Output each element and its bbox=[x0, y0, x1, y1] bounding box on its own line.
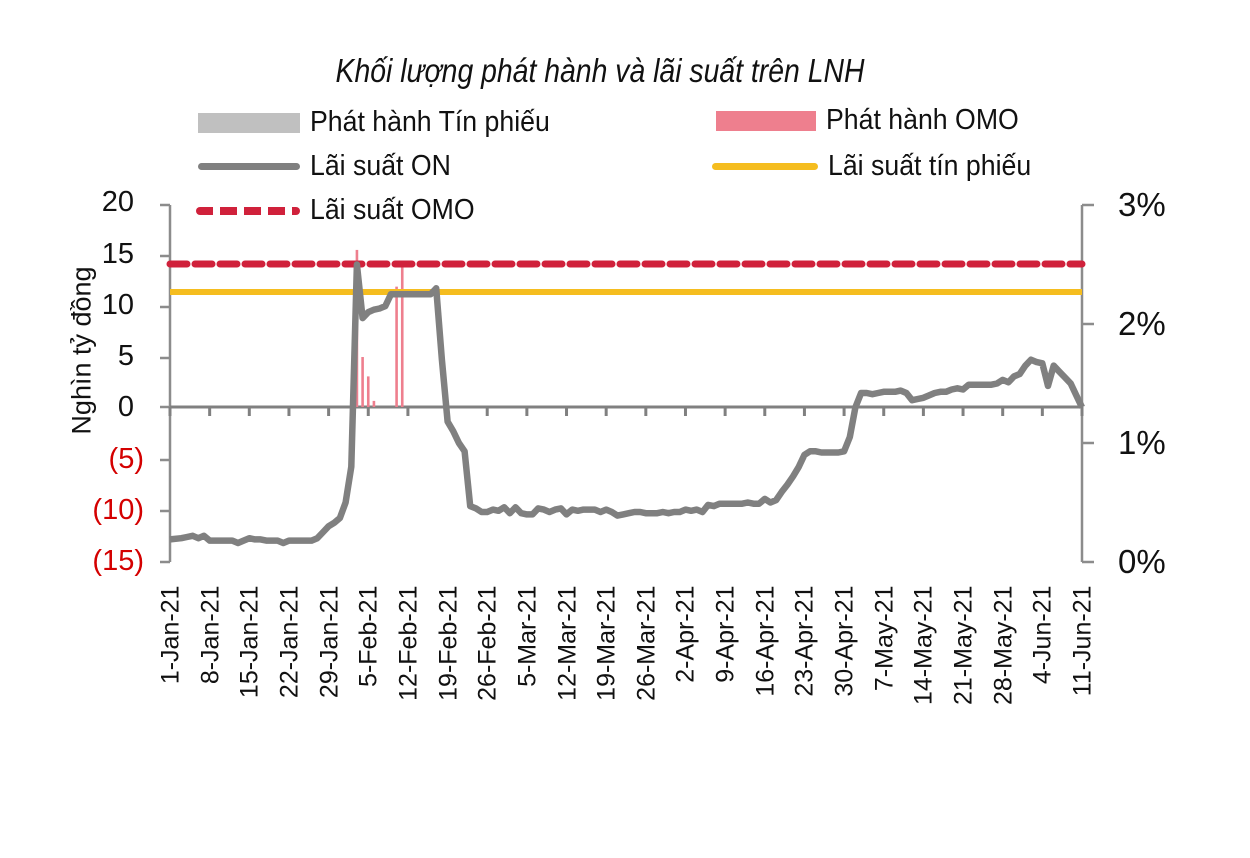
legend-label: Lãi suất OMO bbox=[310, 194, 475, 226]
y-right-tick-label: 3% bbox=[1118, 186, 1166, 223]
x-tick-label: 4-Jun-21 bbox=[1028, 585, 1057, 685]
x-tick-label: 30-Apr-21 bbox=[830, 585, 859, 697]
x-tick-label: 9-Apr-21 bbox=[711, 585, 740, 683]
on-rate-line bbox=[169, 261, 1085, 547]
legend-swatch-pink-bar bbox=[716, 110, 816, 131]
legend-swatch-red-dashed bbox=[196, 206, 300, 215]
y-tick-label-negative: (15) bbox=[92, 545, 144, 577]
x-axis bbox=[168, 405, 1084, 416]
legend-label: Lãi suất ON bbox=[310, 150, 451, 182]
x-tick-label: 8-Jan-21 bbox=[196, 585, 225, 685]
x-tick-label: 1-Jan-21 bbox=[156, 585, 185, 685]
x-tick-label: 19-Mar-21 bbox=[592, 585, 621, 701]
y-tick-label-negative: (5) bbox=[108, 443, 144, 475]
legend-swatch-gray-line bbox=[198, 163, 300, 170]
legend-item-on-rate: Lãi suất ON bbox=[198, 150, 463, 183]
legend-label: Phát hành Tín phiếu bbox=[310, 106, 550, 138]
y-tick-label: 20 bbox=[101, 186, 134, 218]
y-tick-label: 15 bbox=[101, 238, 134, 270]
y-tick-label-negative: (10) bbox=[92, 494, 144, 526]
y-tick-label: 5 bbox=[117, 340, 134, 372]
x-tick-label: 5-Feb-21 bbox=[354, 585, 383, 687]
y-right-tick-label: 0% bbox=[1118, 543, 1166, 580]
x-tick-label: 11-Jun-21 bbox=[1068, 585, 1097, 697]
legend-item-omo-rate: Lãi suất OMO bbox=[196, 194, 489, 227]
legend-item-omo-issue: Phát hành OMO bbox=[716, 104, 1036, 137]
x-tick-label: 7-May-21 bbox=[870, 585, 899, 692]
y-tick-label: 10 bbox=[101, 289, 134, 321]
left-axis bbox=[160, 203, 172, 564]
right-axis bbox=[1080, 203, 1094, 564]
x-tick-label: 29-Jan-21 bbox=[315, 585, 344, 699]
x-tick-label: 26-Feb-21 bbox=[473, 585, 502, 701]
chart-title: Khối lượng phát hành và lãi suất trên LN… bbox=[335, 52, 865, 89]
x-tick-label: 5-Mar-21 bbox=[513, 585, 542, 687]
y-tick-label: 0 bbox=[117, 391, 134, 423]
legend-item-tp-rate: Lãi suất tín phiếu bbox=[712, 150, 1049, 183]
x-tick-label: 21-May-21 bbox=[949, 585, 978, 706]
x-tick-label: 15-Jan-21 bbox=[235, 585, 264, 699]
x-tick-label: 12-Mar-21 bbox=[553, 585, 582, 701]
x-tick-label: 26-Mar-21 bbox=[632, 585, 661, 701]
legend-label: Lãi suất tín phiếu bbox=[828, 150, 1032, 182]
omo-issue-bars bbox=[355, 249, 404, 407]
y-right-tick-label: 1% bbox=[1118, 424, 1166, 461]
x-tick-label: 22-Jan-21 bbox=[275, 585, 304, 699]
x-tick-label: 14-May-21 bbox=[909, 585, 938, 706]
x-tick-label: 16-Apr-21 bbox=[751, 585, 780, 697]
y-right-tick-label: 2% bbox=[1118, 305, 1166, 342]
x-tick-label: 28-May-21 bbox=[989, 585, 1018, 706]
legend-swatch-yellow-line bbox=[712, 163, 818, 170]
legend-swatch-gray-bar bbox=[198, 112, 300, 133]
x-tick-label: 19-Feb-21 bbox=[434, 585, 463, 701]
x-tick-label: 12-Feb-21 bbox=[394, 585, 423, 701]
x-tick-label: 23-Apr-21 bbox=[790, 585, 819, 697]
legend-label: Phát hành OMO bbox=[826, 104, 1019, 136]
x-tick-label: 2-Apr-21 bbox=[671, 585, 700, 683]
legend-item-tin-phieu-issue: Phát hành Tín phiếu bbox=[198, 106, 571, 139]
